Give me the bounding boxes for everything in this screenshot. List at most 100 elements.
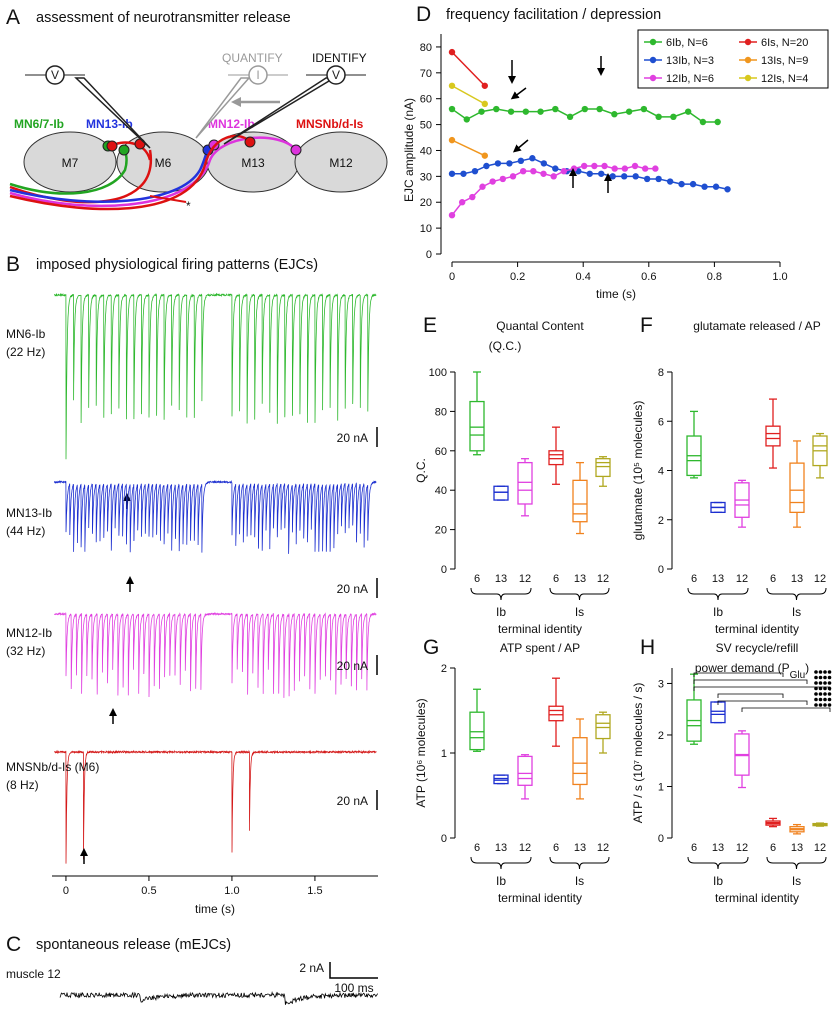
trace-rate: (8 Hz) — [6, 778, 39, 792]
y-tick-label: 0 — [441, 564, 447, 576]
muscle — [294, 131, 388, 193]
data-point — [601, 162, 608, 170]
group-label: Is — [792, 605, 801, 619]
x-tick-label: 12 — [814, 573, 826, 585]
y-tick-label: 2 — [441, 663, 447, 675]
neuron-label: MNSNb/d-Is — [296, 117, 364, 131]
data-point — [552, 165, 559, 172]
legend-marker — [744, 56, 752, 64]
y-tick-label: 20 — [420, 197, 432, 209]
box — [548, 450, 564, 466]
panel-letter: E — [423, 314, 437, 337]
x-tick-label: 13 — [712, 842, 724, 854]
significance-dot — [827, 703, 832, 707]
asterisk: * — [186, 199, 191, 213]
arrow — [512, 139, 529, 153]
data-point — [519, 167, 527, 175]
y-axis-label: glutamate (10⁵ molecules) — [631, 401, 645, 541]
x-tick-label: 0.5 — [141, 885, 156, 897]
significance-dot — [827, 681, 832, 685]
ejc-trace — [53, 292, 377, 460]
significance-dot — [814, 681, 818, 685]
significance-bracket — [741, 707, 831, 712]
significance-dot — [818, 692, 823, 696]
x-tick-label: 13 — [712, 573, 724, 585]
data-point — [507, 108, 515, 115]
y-tick-label: 8 — [658, 367, 664, 379]
data-point — [448, 48, 456, 56]
data-point — [481, 100, 488, 108]
box — [493, 485, 509, 501]
x-tick-label: 12 — [519, 842, 531, 854]
chart-title: frequency facilitation / depression — [446, 7, 661, 23]
data-point — [529, 155, 536, 162]
data-point — [621, 165, 629, 172]
chart-title: glutamate released / AP — [693, 319, 820, 333]
significance-dot — [818, 675, 823, 680]
data-point — [580, 162, 588, 170]
series-line — [451, 85, 486, 105]
data-point — [566, 113, 574, 121]
neuron-label: MN6/7-Ib — [14, 117, 64, 131]
y-tick-label: 4 — [658, 466, 664, 478]
data-point — [701, 183, 708, 190]
data-point — [506, 160, 513, 167]
x-tick-label: 0.6 — [641, 271, 656, 283]
y-tick-label: 1 — [658, 781, 664, 793]
y-axis-label: ATP (10⁶ molecules) — [414, 698, 428, 807]
box — [469, 400, 485, 452]
chart-title: ATP spent / AP — [500, 641, 580, 655]
x-tick-label: 13 — [495, 573, 507, 585]
axon — [9, 134, 251, 211]
muscle-label: muscle 12 — [6, 967, 61, 981]
data-point — [471, 167, 479, 175]
data-point — [596, 105, 603, 113]
data-point — [448, 136, 456, 144]
ejc-trace — [53, 611, 377, 698]
trace-name: MNSNb/d-Is (M6) — [6, 760, 99, 774]
scale-label: 20 nA — [337, 582, 368, 596]
box — [517, 461, 533, 505]
significance-dot — [814, 703, 818, 707]
significance-dot — [814, 692, 818, 696]
panel-letter: A — [6, 6, 20, 29]
data-point — [478, 108, 485, 115]
panel-title: imposed physiological firing patterns (E… — [36, 257, 318, 273]
significance-bracket — [693, 672, 784, 677]
box — [572, 737, 588, 786]
data-point — [530, 167, 537, 175]
terminal — [290, 144, 302, 156]
chart-subtitle: (Q.C.) — [489, 339, 522, 353]
data-point — [611, 111, 618, 118]
identify-label: IDENTIFY — [312, 51, 367, 65]
amplifier-symbol: V — [332, 68, 340, 82]
data-point — [670, 113, 677, 121]
data-point — [570, 165, 578, 172]
data-point — [493, 105, 500, 113]
scale-bar — [329, 962, 378, 979]
y-tick-label: 100 — [429, 367, 447, 379]
x-axis-label: terminal identity — [498, 891, 582, 905]
data-point — [540, 170, 547, 177]
quantify-label: QUANTIFY — [222, 51, 283, 65]
neuron-label: MN12-Ib — [208, 117, 255, 131]
group-brace — [470, 856, 532, 870]
subtitle-part: ) — [805, 661, 809, 675]
y-tick-label: 40 — [420, 145, 432, 157]
electrode — [74, 77, 151, 149]
x-tick-label: 0.4 — [576, 271, 591, 283]
axon — [9, 149, 210, 203]
significance-bracket — [717, 693, 784, 698]
data-point — [714, 118, 721, 126]
significance-dot — [823, 697, 827, 702]
data-point — [448, 211, 456, 219]
data-point — [509, 173, 517, 180]
y-tick-label: 50 — [420, 120, 432, 132]
subtitle-part: power demand (P — [695, 661, 790, 675]
box — [710, 701, 726, 724]
legend-label: 12Ib, N=6 — [666, 73, 714, 85]
panel-letter: C — [6, 933, 21, 956]
data-point — [448, 105, 456, 113]
data-point — [643, 175, 651, 183]
x-tick-label: 12 — [814, 842, 826, 854]
